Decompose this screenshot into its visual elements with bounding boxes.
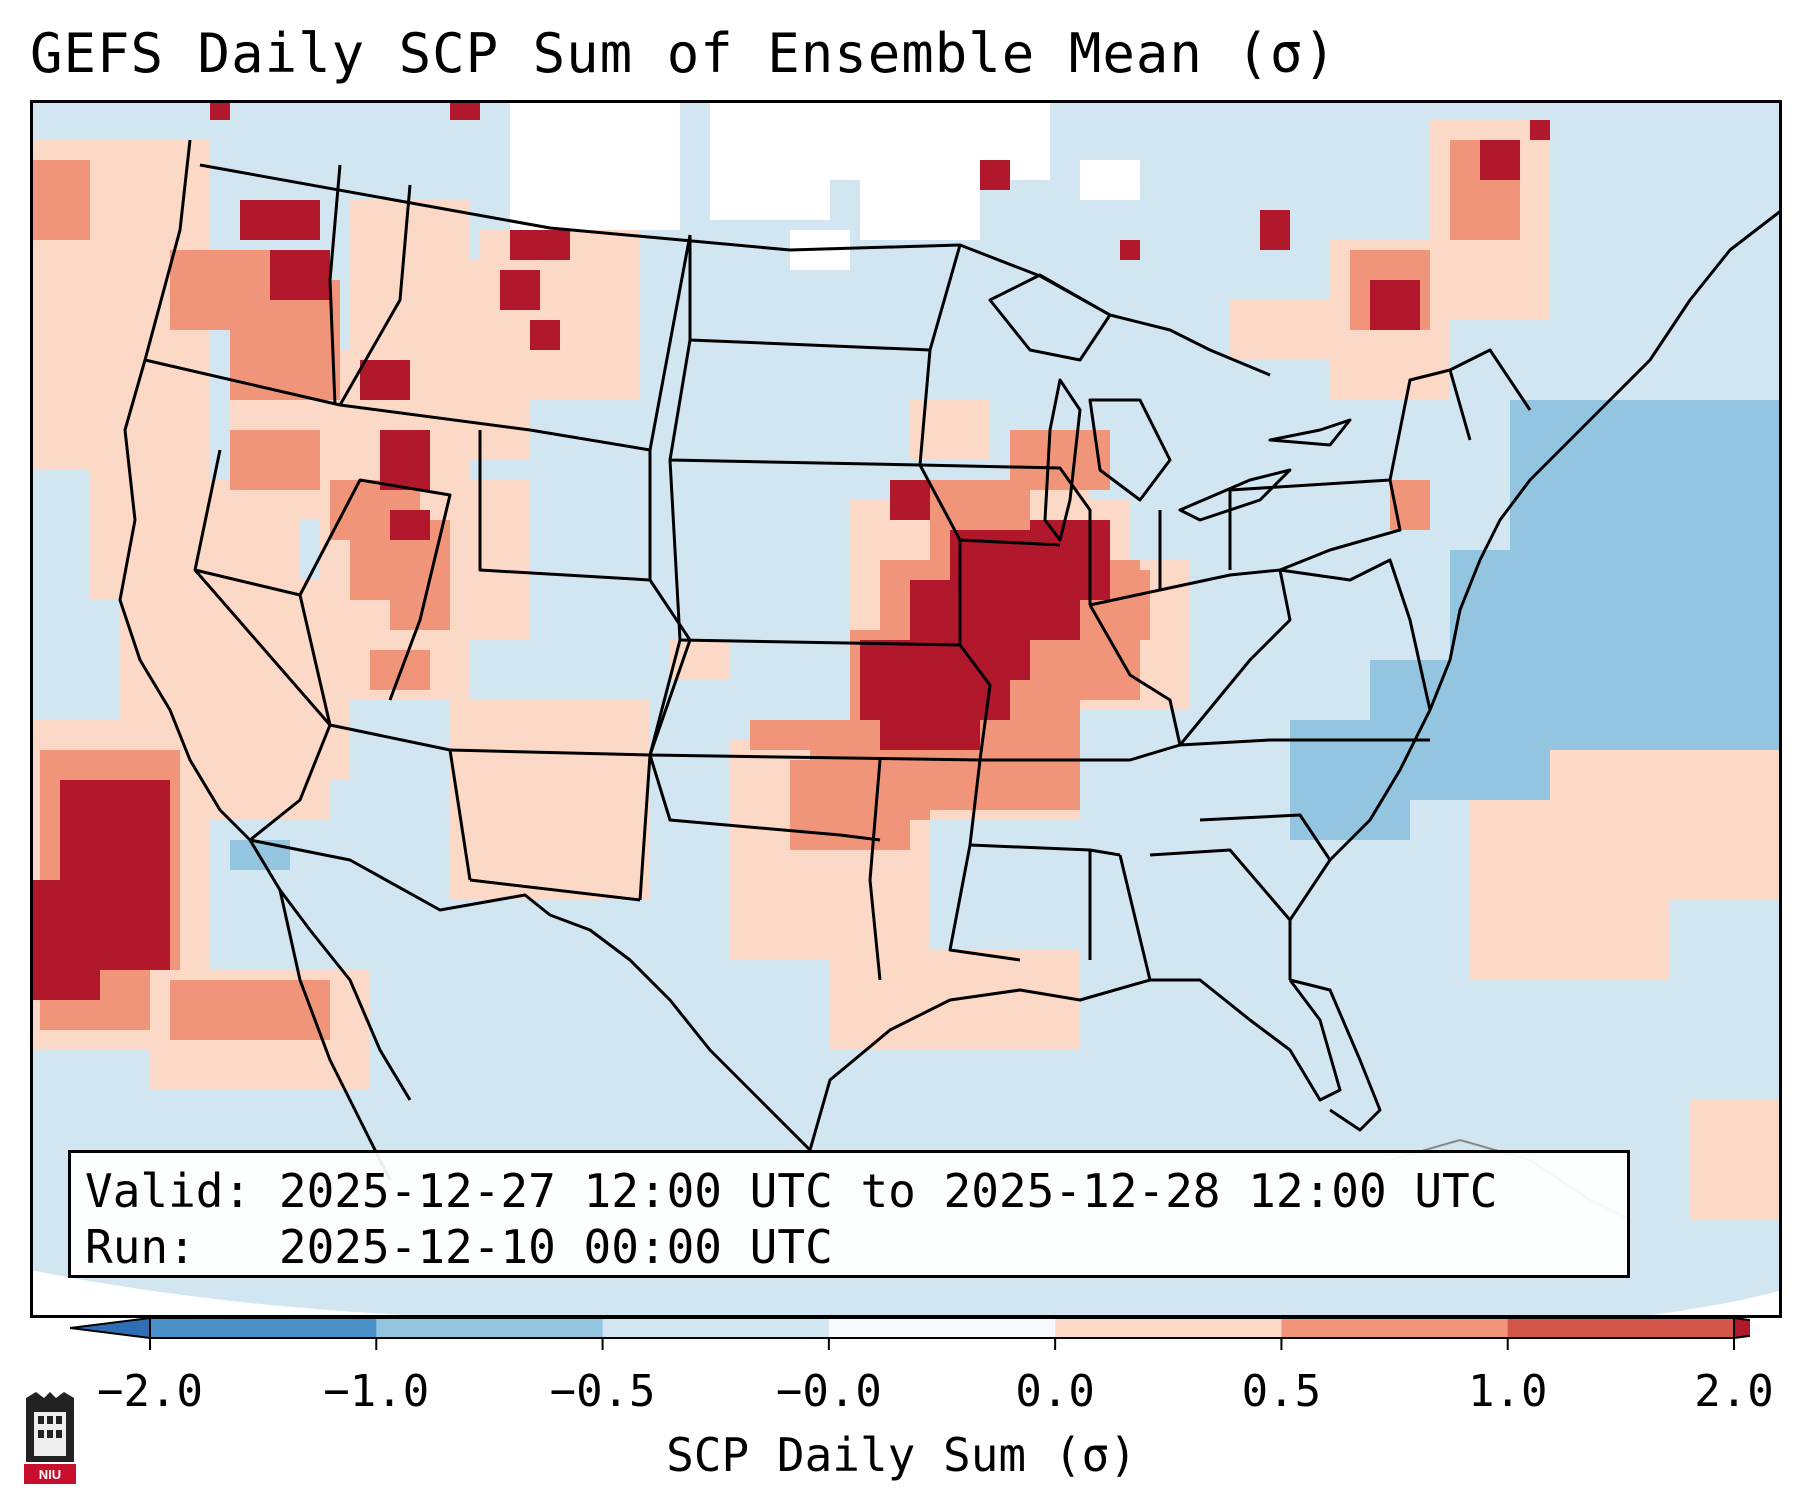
valid-value: 2025-12-27 12:00 UTC to 2025-12-28 12:00… (278, 1164, 1498, 1218)
dark-red-cell (530, 320, 560, 350)
colorbar-bin (602, 1318, 830, 1338)
colorbar-over-arrow (1734, 1318, 1750, 1338)
colorbar-tick-label: −2.0 (97, 1366, 203, 1417)
colorbar-bin (376, 1318, 604, 1338)
colorbar-label: SCP Daily Sum (σ) (666, 1428, 1137, 1482)
colorbar-bin (828, 1318, 1056, 1338)
valid-label: Valid: (85, 1164, 252, 1218)
niu-logo-icon: NIU (24, 1392, 76, 1484)
dark-red-cell (1480, 140, 1520, 180)
colorbar-tick-label: −1.0 (323, 1366, 430, 1417)
dark-red-cell (270, 250, 330, 300)
colorbar-bin (1055, 1318, 1282, 1338)
mid-red-cell (230, 430, 320, 490)
colorbar-tick-label: −0.0 (775, 1366, 882, 1417)
colorbar-tick-label: 0.5 (1241, 1366, 1322, 1417)
dark-red-cell (360, 360, 410, 400)
dark-red-cell (390, 510, 430, 540)
mid-blue-cell (1620, 400, 1782, 520)
dark-red-cell (450, 100, 480, 120)
run-value: 2025-12-10 00:00 UTC (278, 1220, 833, 1274)
dark-red-cell (1120, 240, 1140, 260)
dark-red-cell (1030, 520, 1110, 600)
dark-red-cell (500, 270, 540, 310)
missing-data-cell (510, 100, 680, 230)
dark-red-cell (510, 230, 570, 260)
light-red-cell (670, 640, 730, 680)
colorbar-bin (1281, 1318, 1509, 1338)
dark-red-cell (1530, 120, 1550, 140)
colorbar-tick-label: −0.5 (549, 1366, 656, 1417)
missing-data-cell (860, 180, 980, 240)
mid-red-cell (750, 720, 810, 750)
colorbar-tick-label: 1.0 (1467, 1366, 1548, 1417)
missing-data-cell (1080, 160, 1140, 200)
run-label: Run: (85, 1220, 196, 1274)
dark-red-cell (30, 880, 100, 1000)
dark-red-cell (380, 430, 430, 490)
scp-field-cells (30, 100, 1782, 1220)
dark-red-cell (890, 480, 930, 520)
scp-map (30, 100, 1782, 1318)
dark-red-cell (240, 200, 320, 240)
dark-red-cell (880, 690, 980, 750)
colorbar (70, 1318, 1750, 1350)
domain-edge-left (30, 1270, 730, 1318)
valid-run-box: Valid: 2025-12-27 12:00 UTC to 2025-12-2… (68, 1150, 1630, 1278)
domain-edge-right (1630, 1290, 1782, 1318)
map-title: GEFS Daily SCP Sum of Ensemble Mean (σ) (30, 22, 1337, 85)
dark-red-cell (1260, 210, 1290, 250)
mid-red-cell (1010, 430, 1110, 490)
mid-red-cell (860, 740, 930, 820)
mid-red-cell (30, 160, 90, 240)
colorbar-bin (150, 1318, 377, 1338)
light-red-cell (1690, 1100, 1782, 1220)
colorbar-tick-label: 2.0 (1694, 1366, 1774, 1417)
light-red-cell (1230, 300, 1330, 360)
colorbar-bin (1507, 1318, 1735, 1338)
light-red-cell (450, 700, 650, 900)
mid-red-cell (1390, 480, 1430, 530)
missing-data-cell (710, 100, 830, 220)
dark-red-cell (980, 160, 1010, 190)
colorbar-tick-label: 0.0 (1015, 1366, 1095, 1417)
colorbar-under-arrow (70, 1318, 150, 1338)
map-frame (30, 100, 1782, 1318)
logo-text: NIU (39, 1467, 61, 1482)
dark-red-cell (210, 100, 230, 120)
mid-red-cell (170, 980, 330, 1040)
light-red-cell (1470, 780, 1670, 980)
dark-red-cell (1370, 280, 1420, 330)
missing-data-cell (830, 100, 1050, 180)
mid-blue-cell (1290, 720, 1410, 840)
state-borders (118, 139, 1782, 1221)
map-panel (30, 100, 1782, 1318)
